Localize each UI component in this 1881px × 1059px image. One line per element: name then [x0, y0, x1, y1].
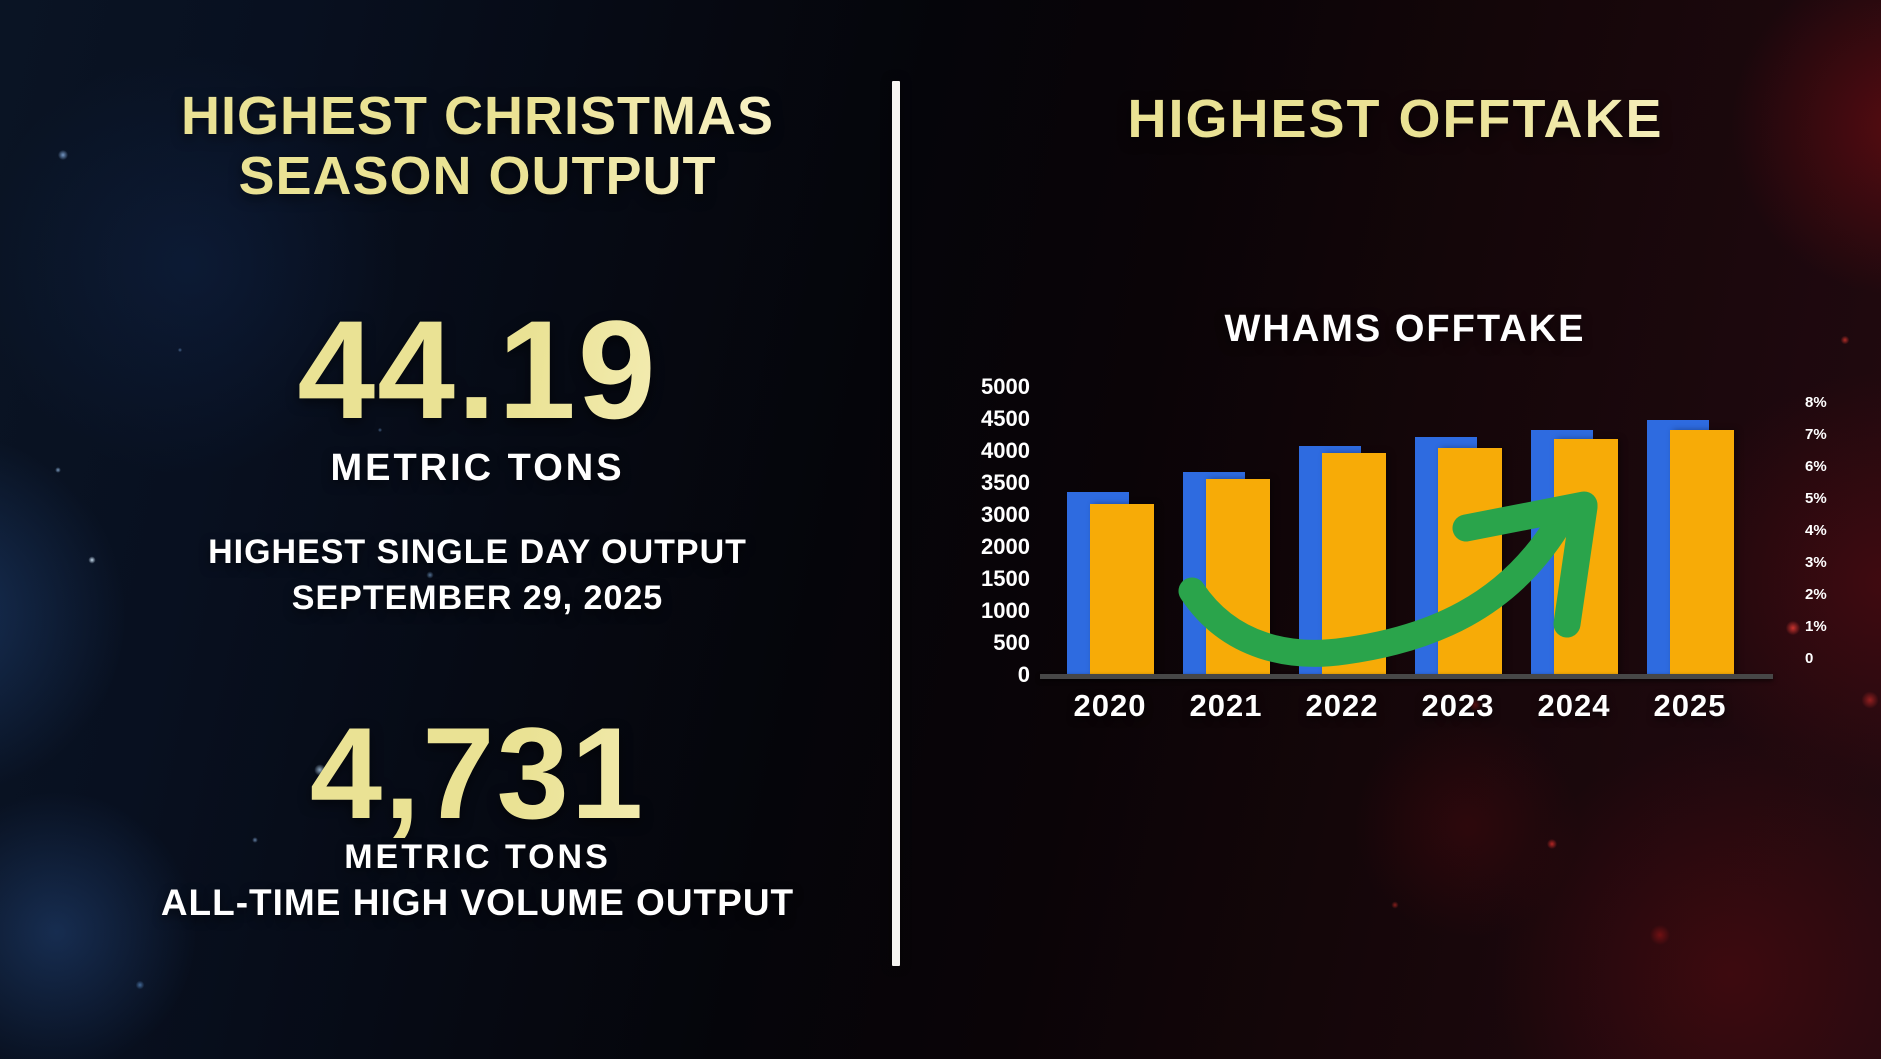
- bar-yellow-2025: [1670, 430, 1734, 675]
- vertical-divider-line: [892, 81, 900, 966]
- y-axis-right-tick: 3%: [1805, 554, 1827, 571]
- x-axis-label-2022: 2022: [1305, 688, 1379, 723]
- y-axis-right-tick: 0: [1805, 650, 1814, 667]
- single-day-caption-line1: HIGHEST SINGLE DAY OUTPUT: [208, 533, 747, 571]
- y-axis-left-tick: 5000: [981, 374, 1030, 399]
- x-axis-baseline: [1040, 674, 1773, 679]
- chart-title: WHAMS OFFTAKE: [1224, 308, 1586, 350]
- y-axis-right-tick: 6%: [1805, 458, 1827, 475]
- y-axis-left-tick: 3500: [981, 470, 1030, 495]
- single-day-caption-line2: SEPTEMBER 29, 2025: [291, 578, 664, 617]
- y-axis-right-tick: 1%: [1805, 618, 1827, 635]
- x-axis-label-2025: 2025: [1653, 688, 1727, 723]
- y-axis-left-tick: 3000: [981, 502, 1030, 527]
- bar-yellow-2023: [1438, 447, 1502, 675]
- y-axis-left-tick: 0: [1017, 662, 1030, 687]
- y-axis-left-tick: 2000: [981, 534, 1030, 559]
- right-section-title: HIGHEST OFFTAKE: [910, 88, 1881, 150]
- y-axis-left-tick: 1000: [981, 598, 1030, 623]
- y-axis-right-tick: 5%: [1805, 490, 1827, 507]
- growth-trend-arrow-icon: [1178, 491, 1598, 667]
- y-axis-left-tick: 500: [993, 630, 1030, 655]
- single-day-output-value: 44.19: [60, 300, 895, 440]
- bar-yellow-2020: [1090, 504, 1154, 675]
- y-axis-left: 5000 4500 4000 3500 3000 2000 1500 1000 500 0: [930, 376, 1030, 686]
- x-axis-labels: 2020 2021 2022 2023 2024 2025: [1040, 688, 1770, 728]
- x-axis-label-2021: 2021: [1189, 688, 1263, 723]
- y-axis-right: 8% 7% 6% 5% 4% 3% 2% 1% 0: [1805, 395, 1865, 666]
- y-axis-left-tick: 1500: [981, 566, 1030, 591]
- left-title-line1: HIGHEST CHRISTMAS: [180, 86, 775, 146]
- all-time-output-value: 4,731: [60, 708, 895, 838]
- y-axis-right-tick: 4%: [1805, 522, 1827, 539]
- x-axis-label-2020: 2020: [1073, 688, 1147, 723]
- all-time-output-caption: ALL-TIME HIGH VOLUME OUTPUT: [160, 882, 795, 923]
- y-axis-left-tick: 4500: [981, 406, 1030, 431]
- y-axis-right-tick: 8%: [1805, 394, 1827, 411]
- x-axis-label-2024: 2024: [1537, 688, 1611, 723]
- all-time-output-unit: METRIC TONS: [344, 838, 611, 876]
- y-axis-right-tick: 7%: [1805, 426, 1827, 443]
- y-axis-right-tick: 2%: [1805, 586, 1827, 603]
- left-section-title: HIGHEST CHRISTMAS SEASON OUTPUT: [60, 86, 895, 207]
- y-axis-left-tick: 4000: [981, 438, 1030, 463]
- left-title-line2: SEASON OUTPUT: [238, 146, 717, 207]
- x-axis-label-2023: 2023: [1421, 688, 1495, 723]
- single-day-output-unit: METRIC TONS: [330, 447, 625, 489]
- single-day-output-caption: HIGHEST SINGLE DAY OUTPUT SEPTEMBER 29, …: [60, 530, 895, 622]
